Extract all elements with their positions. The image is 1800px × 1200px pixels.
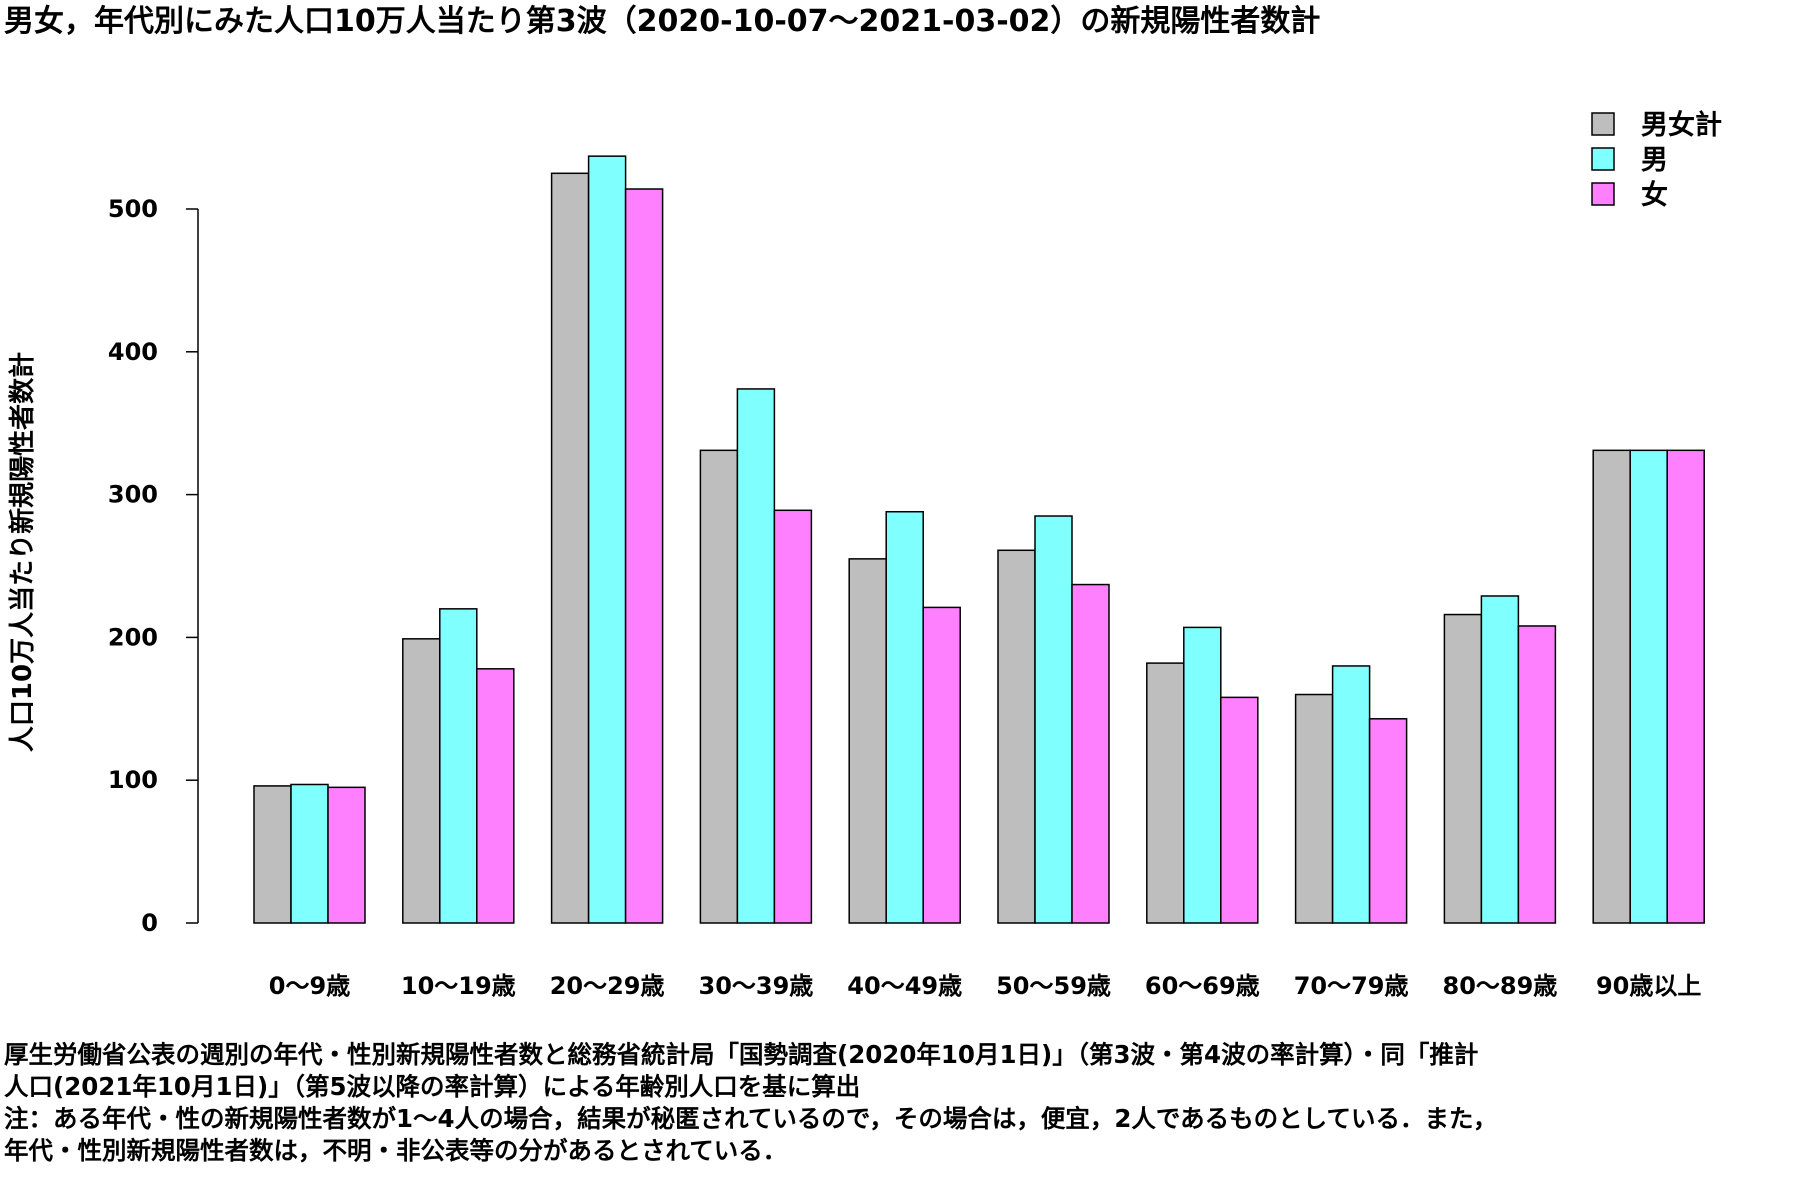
y-tick-label-500: 500 [108,195,158,223]
note-line-2: 人口(2021年10月1日)」（第5波以降の率計算）による年齢別人口を基に算出 [4,1072,861,1101]
bar-6-0 [1146,662,1185,924]
bar-5-1 [1034,515,1073,924]
bar-5-0 [997,549,1036,924]
y-tick-label-0: 0 [141,909,158,937]
bar-7-1 [1331,665,1371,924]
x-tick-label-2: 20～29歳 [550,972,665,1000]
bar-8-2 [1517,625,1557,924]
bar-4-0 [848,558,887,924]
source-notes: 厚生労働省公表の週別の年代・性別新規陽性者数と総務省統計局「国勢調査(2020年… [4,1039,1796,1167]
bar-chart: 0 100 200 300 400 500 人口10万人当たり新規陽性者数計 0～9歳 10～1… [7,109,1722,1000]
x-tick-label-4: 40～49歳 [847,972,962,1000]
bar-1-2 [476,668,515,924]
bar-1-1 [439,608,478,924]
legend-swatch-1 [1591,147,1615,171]
y-axis-label: 人口10万人当たり新規陽性者数計 [7,352,38,752]
bar-4-1 [885,510,924,924]
legend-swatch-2 [1591,182,1615,206]
note-line-3: 注：ある年代・性の新規陽性者数が1～4人の場合，結果が秘匿されているので，その場… [4,1104,1498,1133]
bar-7-0 [1294,693,1334,924]
bar-6-2 [1220,696,1259,924]
bar-4-2 [922,606,961,924]
x-tick-label-3: 30～39歳 [699,972,814,1000]
bar-6-1 [1183,626,1222,924]
bar-7-2 [1368,718,1408,924]
x-tick-label-0: 0～9歳 [269,972,350,1000]
y-tick-label-300: 300 [108,481,158,509]
bar-0-0 [253,785,292,924]
bar-8-0 [1443,613,1483,924]
bar-2-1 [587,155,627,924]
bar-3-1 [736,388,776,924]
legend-label-1: 男 [1641,145,1668,176]
chart-title: 男女，年代別にみた人口10万人当たり第3波（2020-10-07～2021-03… [4,4,1321,39]
legend-swatch-0 [1591,112,1615,136]
x-tick-label-9: 90歳以上 [1596,972,1701,1000]
y-tick-label-400: 400 [108,338,158,366]
x-tick-label-8: 80～89歳 [1443,972,1558,1000]
bar-8-1 [1480,595,1520,924]
legend-label-0: 男女計 [1641,109,1722,141]
y-tick-label-200: 200 [108,623,158,651]
x-tick-label-1: 10～19歳 [401,972,516,1000]
bar-5-2 [1071,583,1110,924]
bar-9-1 [1629,449,1668,924]
bar-9-0 [1592,449,1631,924]
bar-2-2 [624,188,664,924]
note-line-4: 年代・性別新規陽性者数は，不明・非公表等の分があるとされている． [4,1136,788,1165]
x-tick-label-7: 70～79歳 [1294,972,1409,1000]
note-line-1: 厚生労働省公表の週別の年代・性別新規陽性者数と総務省統計局「国勢調査(2020年… [4,1040,1479,1069]
x-tick-label-5: 50～59歳 [996,972,1111,1000]
bar-9-2 [1666,449,1705,924]
legend-label-2: 女 [1641,179,1668,211]
bar-3-2 [773,509,813,924]
bar-1-0 [402,638,441,924]
bar-0-1 [290,783,329,924]
bar-0-2 [327,786,366,924]
bar-3-0 [699,449,739,924]
bar-2-0 [550,172,590,924]
y-tick-label-100: 100 [108,766,158,794]
x-tick-label-6: 60～69歳 [1145,972,1260,1000]
